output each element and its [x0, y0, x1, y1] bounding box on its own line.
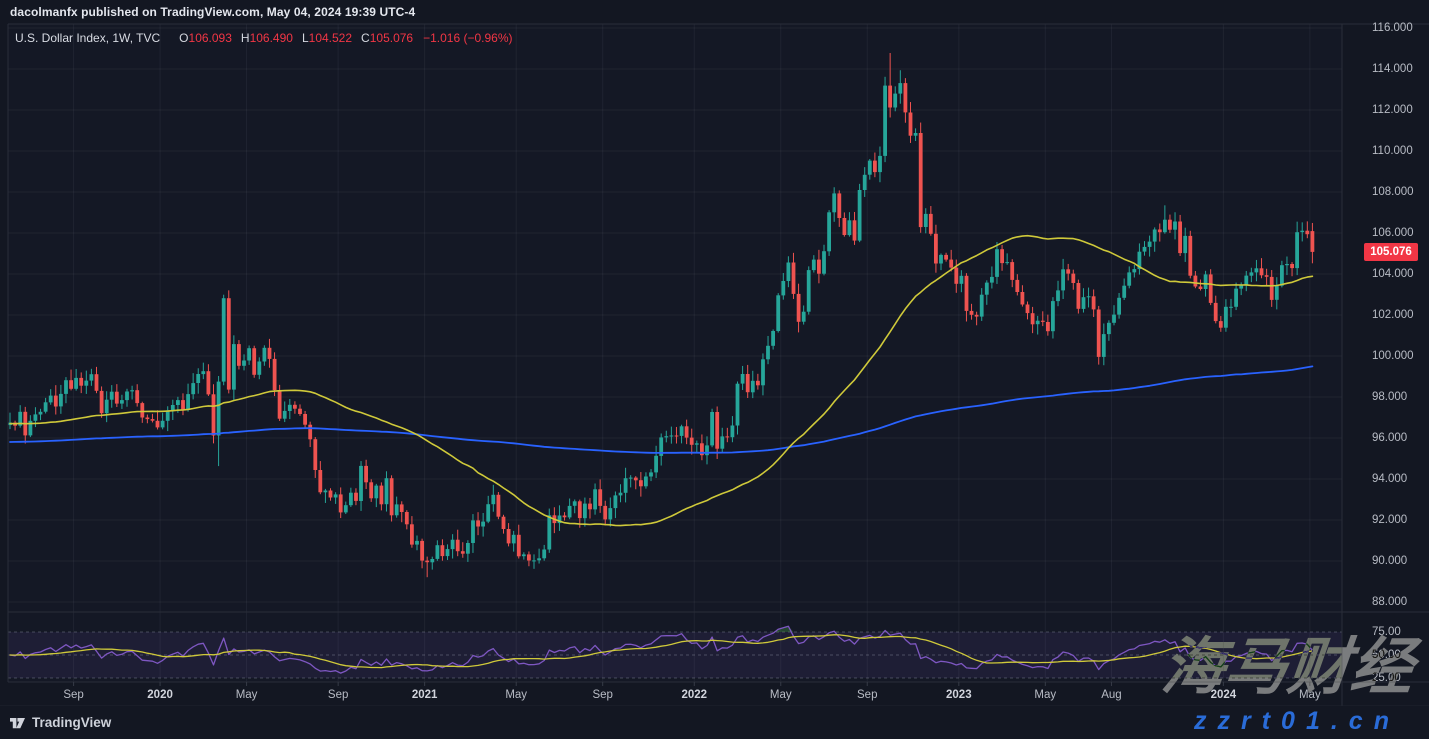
- time-tick-label: May: [769, 689, 792, 701]
- rsi-tick-label: 50.00: [1372, 649, 1401, 661]
- ohlc-values: O106.093 H106.490 L104.522 C105.076: [170, 31, 413, 45]
- time-tick-label: Sep: [327, 689, 349, 701]
- time-tick-label: Sep: [63, 689, 84, 701]
- price-tick-label: 96.000: [1372, 432, 1408, 444]
- time-tick-label: 2021: [411, 689, 438, 701]
- price-tick-label: 94.000: [1372, 473, 1408, 485]
- symbol-legend[interactable]: U.S. Dollar Index, 1W, TVC O106.093 H106.4…: [15, 31, 513, 45]
- time-tick-label: May: [1034, 689, 1057, 701]
- tradingview-brand-text[interactable]: TradingView: [32, 715, 112, 730]
- footer-bar: TradingView: [0, 706, 1429, 739]
- time-tick-label: Sep: [592, 689, 613, 701]
- time-tick-label: 2020: [147, 689, 173, 701]
- last-price-label: 105.076: [1364, 243, 1418, 261]
- symbol-title[interactable]: U.S. Dollar Index, 1W, TVC: [15, 31, 161, 45]
- time-tick-label: 2022: [681, 689, 708, 701]
- time-tick-label: 2023: [946, 689, 972, 701]
- publish-header: dacolmanfx published on TradingView.com,…: [0, 0, 1429, 24]
- price-tick-label: 106.000: [1372, 227, 1414, 239]
- price-tick-label: 104.000: [1372, 268, 1414, 280]
- price-tick-label: 114.000: [1372, 63, 1413, 75]
- time-tick-label: May: [505, 689, 528, 701]
- price-tick-label: 116.000: [1372, 22, 1413, 34]
- time-tick-label: Aug: [1101, 689, 1122, 701]
- ohlc-value: 106.093: [188, 31, 232, 45]
- ohlc-value: 106.490: [249, 31, 293, 45]
- price-tick-label: 110.000: [1372, 145, 1413, 157]
- ohlc-letter: O: [179, 31, 189, 45]
- ohlc-letter: H: [240, 31, 250, 45]
- tradingview-logo-icon[interactable]: [9, 715, 26, 731]
- rsi-tick-label: 75.00: [1372, 626, 1401, 638]
- price-tick-label: 98.000: [1372, 391, 1408, 403]
- rsi-tick-label: 25.00: [1372, 672, 1401, 684]
- time-tick-label: Sep: [857, 689, 878, 701]
- ohlc-letter: C: [361, 31, 370, 45]
- time-tick-label: May: [235, 689, 258, 701]
- price-tick-label: 112.000: [1372, 104, 1413, 116]
- time-tick-label: 2024: [1210, 689, 1237, 701]
- price-tick-label: 108.000: [1372, 186, 1414, 198]
- ohlc-letter: L: [301, 31, 309, 45]
- price-tick-label: 88.000: [1372, 596, 1408, 608]
- price-tick-label: 102.000: [1372, 309, 1414, 321]
- time-tick-label: May: [1298, 689, 1321, 701]
- price-tick-label: 92.000: [1372, 514, 1408, 526]
- ohlc-value: 104.522: [308, 31, 353, 45]
- ohlc-value: 105.076: [369, 31, 414, 45]
- change-value: −1.016 (−0.96%): [423, 31, 513, 45]
- price-tick-label: 100.000: [1372, 350, 1414, 362]
- publish-header-text: dacolmanfx published on TradingView.com,…: [10, 5, 416, 19]
- price-tick-label: 90.000: [1372, 555, 1408, 567]
